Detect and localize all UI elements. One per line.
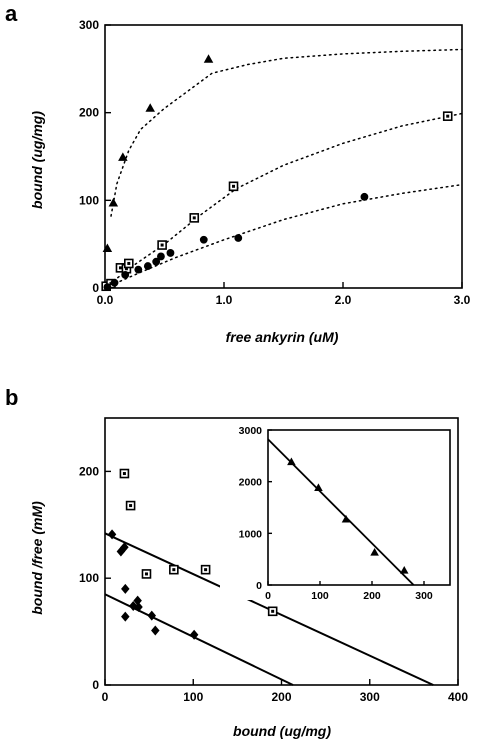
- panel-a-x-tick-label: 1.0: [216, 293, 233, 307]
- panel-b-diamond-marker: [147, 610, 157, 621]
- panel-b-x-axis-title: bound (ug/mg): [233, 723, 331, 739]
- panel-a-triangle-marker: [108, 197, 119, 207]
- panel-b-inset-triangle-marker: [314, 483, 323, 492]
- panel-a-triangle-marker: [145, 103, 155, 112]
- panel-b-diamond-marker: [107, 529, 117, 540]
- panel-b-diamond-marker: [134, 602, 143, 613]
- panel-b-square-marker-dot: [122, 472, 126, 476]
- panel-a-axes: 0.0 1.0 2.0 3.0 0 100 200 300: [79, 18, 471, 307]
- panel-a-markers: [101, 54, 453, 292]
- panel-b-inset-y-tick-label: 0: [256, 580, 262, 592]
- panel-b-inset-x-tick-label: 300: [415, 590, 433, 602]
- panel-a-square-marker-dot: [446, 114, 450, 118]
- panel-a-circle-marker: [166, 249, 175, 257]
- panel-a-circle-marker: [157, 252, 165, 261]
- panel-b-x-tick-label: 100: [183, 690, 203, 704]
- panel-b-y-tick-label: 200: [79, 464, 99, 478]
- panel-b-diamond-marker: [120, 542, 129, 553]
- panel-a-x-tick-label: 3.0: [454, 293, 471, 307]
- panel-b-inset-triangle-marker: [399, 566, 409, 574]
- panel-b-inset-y-tick-label: 1000: [239, 528, 263, 540]
- panel-a-fit-curves: [104, 48, 463, 289]
- panel-a-square-marker-dot: [192, 216, 196, 220]
- panel-b-square-marker-dot: [172, 568, 176, 572]
- panel-a: a 0.0 1.0 2.0 3.0 0 100 200 300 free ankyrin (u…: [5, 1, 471, 345]
- panel-b-inset-triangle-marker: [341, 514, 351, 523]
- panel-b-diamond-marker: [128, 600, 138, 611]
- panel-a-fit-curve-circle: [104, 183, 463, 289]
- panel-a-fit-curve-triangle: [110, 48, 463, 217]
- panel-a-y-axis-title: bound (ug/mg): [29, 111, 45, 209]
- panel-a-y-tick-label: 100: [79, 193, 99, 207]
- panel-a-circle-marker: [103, 283, 112, 292]
- panel-b-markers: [107, 468, 278, 640]
- panel-b-inset-x-tick-label: 200: [363, 590, 381, 602]
- panel-b-y-tick-label: 0: [92, 678, 99, 692]
- panel-a-y-tick-label: 200: [79, 106, 99, 120]
- panel-b-axes: 0 100 200 300 400 0 100 200: [79, 417, 468, 704]
- panel-b-x-tick-label: 0: [102, 690, 109, 704]
- panel-b-diamond-marker: [189, 629, 199, 640]
- panel-b-letter: b: [5, 385, 18, 410]
- panel-a-circle-marker: [234, 234, 243, 242]
- panel-a-triangle-marker: [203, 54, 214, 63]
- panel-a-circle-marker: [152, 257, 161, 266]
- panel-b-inset-markers: [287, 457, 409, 574]
- panel-a-circle-marker: [199, 235, 208, 244]
- panel-b-diamond-marker: [151, 625, 160, 636]
- panel-b-inset-x-tick-label: 0: [265, 590, 271, 602]
- panel-b-inset-x-tick-label: 100: [311, 590, 329, 602]
- panel-b-square-marker-dot: [271, 609, 275, 613]
- panel-a-square-marker-dot: [118, 266, 122, 270]
- panel-a-triangle-marker: [118, 152, 128, 161]
- panel-b-inset-y-tick-label: 3000: [239, 425, 263, 437]
- panel-a-circle-marker: [121, 270, 130, 279]
- panel-a-square-marker-dot: [160, 243, 164, 247]
- panel-a-x-axis-title: free ankyrin (uM): [226, 329, 339, 345]
- panel-a-circle-marker: [110, 278, 119, 287]
- panel-b-inset-background: [220, 425, 455, 600]
- panel-b-diamond-marker: [133, 595, 142, 606]
- panel-b-inset-frame: [267, 429, 451, 586]
- panel-b-x-tick-label: 400: [448, 690, 468, 704]
- panel-a-circle-marker: [360, 192, 369, 201]
- panel-a-square-marker-dot: [232, 184, 236, 188]
- panel-a-circle-marker: [143, 262, 152, 270]
- panel-a-letter: a: [5, 1, 18, 26]
- panel-b-inset-y-tick-label: 2000: [239, 477, 263, 489]
- panel-b-square-marker-dot: [204, 568, 208, 572]
- panel-b-inset-triangle-marker: [287, 457, 296, 466]
- panel-a-square-marker-dot: [124, 267, 128, 271]
- panel-b-diamond-marker: [121, 583, 130, 594]
- panel-b-square-marker-dot: [129, 504, 133, 508]
- panel-a-square-marker-dot: [127, 261, 131, 265]
- panel-b-x-tick-label: 200: [271, 690, 291, 704]
- panel-b-diamond-marker: [121, 611, 130, 622]
- panel-a-triangle-marker: [102, 243, 113, 253]
- panel-b-x-tick-label: 300: [360, 690, 380, 704]
- panel-a-x-tick-label: 0.0: [97, 293, 114, 307]
- panel-b-y-axis-title: bound /free (mM): [29, 501, 45, 615]
- panel-a-y-tick-label: 0: [92, 281, 99, 295]
- panel-b-y-tick-label: 100: [79, 571, 99, 585]
- panel-a-x-tick-label: 2.0: [335, 293, 352, 307]
- panel-b-square-marker-dot: [144, 572, 148, 576]
- panel-a-frame: [104, 24, 463, 289]
- panel-a-circle-marker: [134, 265, 143, 274]
- panel-a-y-tick-label: 300: [79, 18, 99, 32]
- panel-b-inset-triangle-marker: [370, 547, 379, 556]
